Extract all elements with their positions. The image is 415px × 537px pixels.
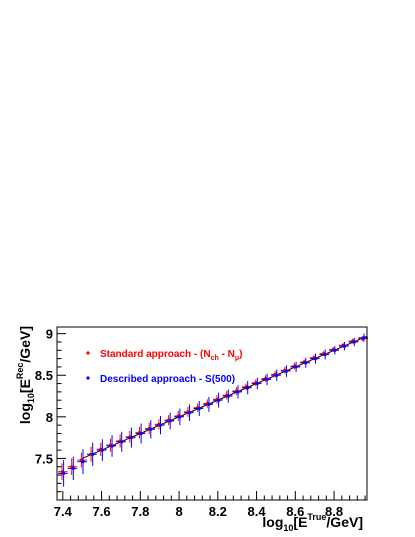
legend-standard-sub-ch: ch xyxy=(211,355,219,362)
x-tick-label: 8 xyxy=(175,504,182,519)
data-point xyxy=(226,394,230,398)
data-point xyxy=(362,336,366,340)
legend-standard-part-c: ) xyxy=(239,349,242,360)
legend-standard-part-a: Standard approach - (N xyxy=(100,349,211,360)
data-point xyxy=(284,369,289,373)
data-point xyxy=(304,361,308,365)
legend-label-standard: Standard approach - (Nch - Nμ) xyxy=(100,349,243,362)
data-point xyxy=(323,352,327,357)
x-tick-label: 7.4 xyxy=(54,504,73,519)
y-tick-label: 9 xyxy=(46,327,53,342)
x-axis-title: log10[ETrue/GeV] xyxy=(262,512,363,533)
data-point xyxy=(129,436,134,440)
x-tick-label: 8.4 xyxy=(248,504,267,519)
data-point xyxy=(352,340,356,344)
data-point xyxy=(187,411,192,415)
data-point xyxy=(246,386,250,390)
data-point xyxy=(333,348,337,352)
y-tick-label: 8 xyxy=(46,410,53,425)
x-tick-label: 7.6 xyxy=(93,504,111,519)
data-point xyxy=(110,444,114,448)
data-point xyxy=(342,344,347,348)
data-point xyxy=(313,357,318,361)
legend: Standard approach - (Nch - Nμ) Described… xyxy=(86,349,243,385)
data-point xyxy=(255,381,259,386)
y-title-sup: Rec xyxy=(15,363,25,380)
data-point xyxy=(71,466,75,470)
y-title-close: /GeV] xyxy=(17,326,33,363)
legend-standard-part-b: - N xyxy=(219,349,235,360)
data-point xyxy=(139,431,143,436)
legend-marker-standard xyxy=(86,351,90,355)
legend-marker-described xyxy=(86,376,90,380)
x-title-open: [E xyxy=(293,514,307,530)
x-title-base: log xyxy=(262,514,283,530)
y-title-open: [E xyxy=(17,379,33,393)
x-tick-label: 8.2 xyxy=(209,504,227,519)
x-tick-label: 7.8 xyxy=(131,504,149,519)
data-point xyxy=(168,419,172,423)
data-point xyxy=(120,440,124,444)
x-tick-label: 8.6 xyxy=(286,504,304,519)
series-1 xyxy=(57,333,368,487)
tick-labels: 7.4 7.6 7.8 8 8.2 8.4 8.6 8.8 7.5 8 8.5 9 xyxy=(35,327,343,519)
y-title-base: log xyxy=(17,403,33,424)
x-tick-label: 8.8 xyxy=(325,504,343,519)
data-point xyxy=(100,448,104,452)
data-point xyxy=(265,377,269,381)
y-axis-title: log10[ERec/GeV] xyxy=(15,326,36,424)
y-title-sub: 10 xyxy=(26,393,36,403)
data-point xyxy=(62,471,66,475)
data-point xyxy=(91,452,95,456)
axis-ticks xyxy=(57,333,366,501)
x-title-sub: 10 xyxy=(283,523,293,533)
data-point xyxy=(158,423,163,427)
data-point xyxy=(81,460,85,464)
data-point xyxy=(275,373,279,377)
y-tick-label: 7.5 xyxy=(35,451,53,466)
data-point xyxy=(294,365,298,369)
legend-standard-sub-mu: μ xyxy=(235,355,239,362)
legend-label-described: Described approach - S(500) xyxy=(100,374,235,385)
chart-marks xyxy=(57,333,368,487)
data-point xyxy=(207,402,211,406)
data-point xyxy=(217,398,221,402)
data-point xyxy=(236,390,240,394)
plot-frame-group xyxy=(56,326,368,501)
plot-frame xyxy=(56,326,368,501)
x-title-close: /GeV] xyxy=(326,514,363,530)
data-point xyxy=(178,415,182,419)
x-title-sup: True xyxy=(307,512,326,522)
data-point xyxy=(197,406,201,411)
y-tick-label: 8.5 xyxy=(35,368,53,383)
data-point xyxy=(149,427,153,431)
